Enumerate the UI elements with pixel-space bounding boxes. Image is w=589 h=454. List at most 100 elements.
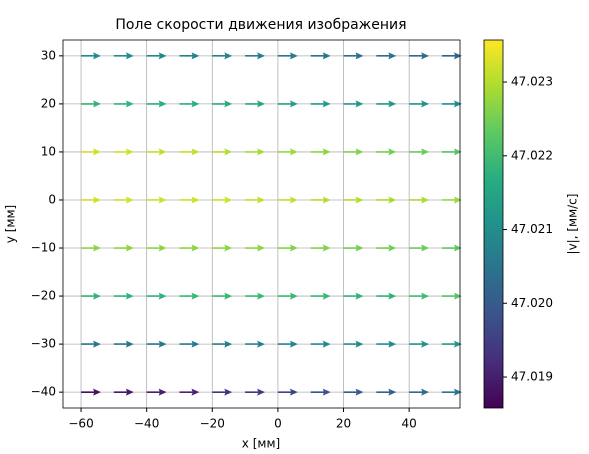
y-tick-label: 20	[41, 96, 56, 110]
arrow	[81, 388, 102, 396]
arrow	[212, 52, 233, 60]
arrow	[310, 340, 331, 348]
arrow	[146, 52, 167, 60]
arrow	[409, 388, 430, 396]
arrow	[245, 196, 266, 204]
arrow	[277, 388, 298, 396]
arrow	[277, 196, 298, 204]
arrow	[376, 244, 397, 252]
arrow	[146, 292, 167, 300]
arrow	[277, 148, 298, 156]
arrow	[376, 388, 397, 396]
arrow	[310, 196, 331, 204]
arrow	[212, 244, 233, 252]
arrow	[113, 100, 134, 108]
arrow	[343, 196, 364, 204]
arrow	[212, 100, 233, 108]
arrow	[409, 196, 430, 204]
arrow	[212, 292, 233, 300]
arrow	[212, 196, 233, 204]
arrow	[277, 244, 298, 252]
arrow	[343, 244, 364, 252]
arrow	[441, 292, 462, 300]
arrow	[179, 292, 200, 300]
arrow	[113, 340, 134, 348]
x-tick-label: −20	[200, 417, 225, 431]
y-tick-label: −10	[31, 241, 56, 255]
x-tick-label: 20	[336, 417, 351, 431]
arrow	[146, 148, 167, 156]
y-tick-label: 0	[48, 192, 56, 206]
arrow	[81, 244, 102, 252]
arrow	[409, 292, 430, 300]
arrow	[343, 148, 364, 156]
arrow	[310, 292, 331, 300]
arrow	[146, 388, 167, 396]
arrow	[245, 52, 266, 60]
arrow	[212, 340, 233, 348]
arrow	[179, 52, 200, 60]
y-tick-label: 10	[41, 144, 56, 158]
arrow	[376, 196, 397, 204]
arrow	[245, 100, 266, 108]
arrow	[245, 388, 266, 396]
arrow	[441, 52, 462, 60]
arrow	[81, 100, 102, 108]
arrow	[376, 340, 397, 348]
y-tick-label: −20	[31, 289, 56, 303]
arrow	[310, 148, 331, 156]
y-tick-label: −30	[31, 337, 56, 351]
x-tick-label: −40	[134, 417, 159, 431]
arrow	[81, 196, 102, 204]
arrow	[277, 52, 298, 60]
arrow	[179, 196, 200, 204]
arrow	[277, 292, 298, 300]
arrow	[343, 52, 364, 60]
arrow	[376, 292, 397, 300]
colorbar-tick-label: 47.020	[511, 296, 553, 310]
colorbar	[483, 39, 504, 409]
arrow	[376, 100, 397, 108]
arrow	[343, 340, 364, 348]
colorbar-tick-label: 47.022	[511, 148, 553, 162]
arrow	[310, 244, 331, 252]
arrow	[277, 340, 298, 348]
colorbar-tick-label: 47.019	[511, 370, 553, 384]
arrow	[81, 148, 102, 156]
arrow	[179, 340, 200, 348]
arrow	[146, 340, 167, 348]
arrow	[441, 196, 462, 204]
arrow	[441, 388, 462, 396]
y-tick-label: −40	[31, 385, 56, 399]
arrow	[441, 148, 462, 156]
colorbar-tick-label: 47.021	[511, 222, 553, 236]
arrow	[245, 244, 266, 252]
arrow	[441, 100, 462, 108]
arrow	[409, 244, 430, 252]
colorbar-tick-label: 47.023	[511, 75, 553, 89]
colorbar-label: |v|, [мм/с]	[566, 194, 580, 255]
arrow	[409, 148, 430, 156]
arrow	[146, 196, 167, 204]
y-axis-label: y [мм]	[4, 205, 18, 243]
arrow	[376, 148, 397, 156]
arrow	[179, 388, 200, 396]
plot-frame	[62, 39, 461, 409]
arrow	[409, 52, 430, 60]
arrow	[245, 340, 266, 348]
arrow	[343, 292, 364, 300]
arrow	[441, 340, 462, 348]
arrow	[146, 244, 167, 252]
arrow	[113, 388, 134, 396]
arrow	[343, 100, 364, 108]
arrow	[310, 388, 331, 396]
arrow	[277, 100, 298, 108]
arrow	[212, 388, 233, 396]
arrow	[409, 340, 430, 348]
arrow	[113, 52, 134, 60]
arrow	[146, 100, 167, 108]
arrow	[212, 148, 233, 156]
x-tick-label: 40	[402, 417, 417, 431]
y-tick-label: 30	[41, 48, 56, 62]
